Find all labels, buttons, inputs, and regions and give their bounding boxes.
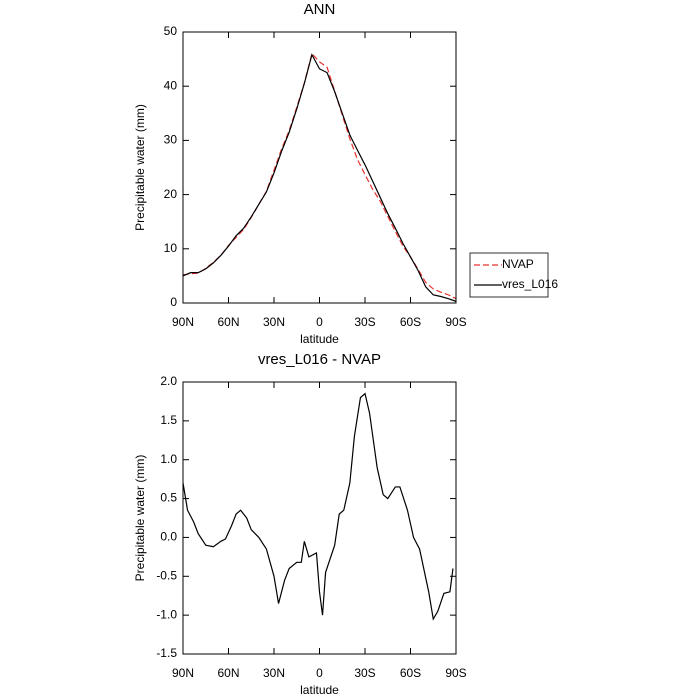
y-tick-label: 0 <box>170 295 177 309</box>
y-tick-label: 30 <box>164 133 178 147</box>
legend-label: vres_L016 <box>502 277 558 291</box>
legend-label: NVAP <box>502 257 534 271</box>
x-tick-label: 30N <box>263 315 285 329</box>
y-tick-label: 40 <box>164 78 178 92</box>
x-tick-label: 30S <box>354 315 375 329</box>
data-line <box>182 52 457 300</box>
y-tick-label: 0.0 <box>160 530 177 544</box>
x-tick-label: 30N <box>263 666 285 680</box>
x-tick-label: 90N <box>172 666 194 680</box>
plot-frame <box>182 381 457 655</box>
y-tick-label: 1.0 <box>160 452 177 466</box>
y-tick-label: 10 <box>164 241 178 255</box>
y-axis-label: Precipitable water (mm) <box>133 455 147 582</box>
y-tick-label: -1.0 <box>156 607 177 621</box>
y-tick-label: 50 <box>164 24 178 38</box>
legend-box <box>469 252 549 298</box>
x-axis-label: latitude <box>300 683 339 697</box>
y-tick-label: -1.5 <box>156 646 177 660</box>
y-tick-label: 2.0 <box>160 374 177 388</box>
x-tick-label: 60S <box>400 315 421 329</box>
x-tick-label: 90N <box>172 315 194 329</box>
data-line <box>182 53 457 302</box>
y-tick-label: -0.5 <box>156 568 177 582</box>
x-axis-label: latitude <box>300 332 339 346</box>
y-tick-label: 1.5 <box>160 413 177 427</box>
x-tick-label: 90S <box>445 315 466 329</box>
x-tick-label: 0 <box>316 315 323 329</box>
x-tick-label: 90S <box>445 666 466 680</box>
y-tick-label: 20 <box>164 187 178 201</box>
x-tick-label: 30S <box>354 666 375 680</box>
x-tick-label: 60N <box>217 666 239 680</box>
data-line <box>182 392 454 621</box>
plot-frame <box>182 31 457 304</box>
x-tick-label: 0 <box>316 666 323 680</box>
chart-title: ANN <box>304 1 336 18</box>
x-tick-label: 60N <box>217 315 239 329</box>
y-axis-label: Precipitable water (mm) <box>133 104 147 231</box>
y-tick-label: 0.5 <box>160 491 177 505</box>
chart-title: vres_L016 - NVAP <box>258 351 381 368</box>
x-tick-label: 60S <box>400 666 421 680</box>
